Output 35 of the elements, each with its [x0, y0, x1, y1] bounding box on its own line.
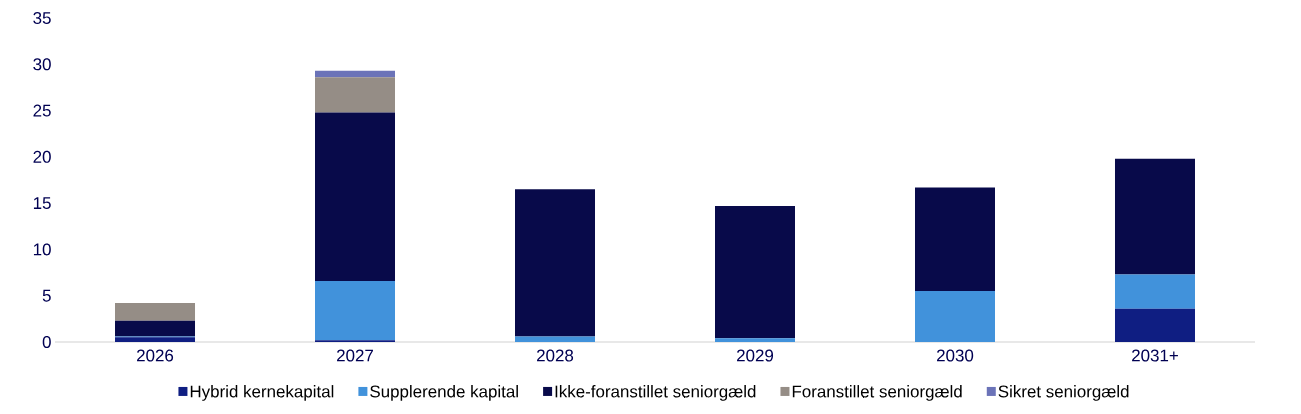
y-tick-label: 20: [33, 150, 51, 163]
legend-label: Foranstillet seniorgæld: [792, 385, 962, 401]
bar: [515, 336, 596, 342]
bar: [1114, 274, 1195, 309]
y-tick-label: 5: [42, 289, 51, 302]
x-tick-label: 2027: [337, 349, 373, 362]
bar: [515, 189, 596, 337]
x-tick-label: 2031+: [1132, 349, 1178, 362]
bar: [315, 70, 396, 78]
x-tick-label: 2026: [137, 349, 174, 362]
bar: [315, 112, 396, 281]
bar: [915, 187, 995, 292]
y-tick-label: 15: [33, 197, 51, 210]
bar: [1114, 158, 1195, 275]
legend-label: Sikret seniorgæld: [998, 385, 1129, 401]
x-tick-label: 2029: [737, 349, 774, 362]
bar: [115, 337, 196, 342]
bar: [715, 205, 795, 339]
bar: [315, 280, 396, 341]
bar: [915, 291, 995, 342]
legend-label: Hybrid kernekapital: [190, 385, 334, 401]
bar: [115, 320, 196, 337]
x-tick-label: 2030: [937, 349, 974, 362]
y-tick-label: 25: [33, 104, 51, 117]
y-tick-label: 0: [42, 336, 51, 348]
y-tick-label: 35: [33, 12, 51, 24]
y-tick-label: 10: [33, 243, 51, 256]
legend-label: Supplerende kapital: [370, 385, 518, 401]
x-tick-label: 2028: [537, 349, 574, 362]
bar: [1114, 308, 1195, 342]
bar: [315, 77, 396, 113]
legend-label: Ikke-foranstillet seniorgæld: [555, 385, 756, 401]
bar: [715, 338, 795, 342]
bar: [115, 303, 196, 321]
y-tick-label: 30: [33, 58, 51, 71]
